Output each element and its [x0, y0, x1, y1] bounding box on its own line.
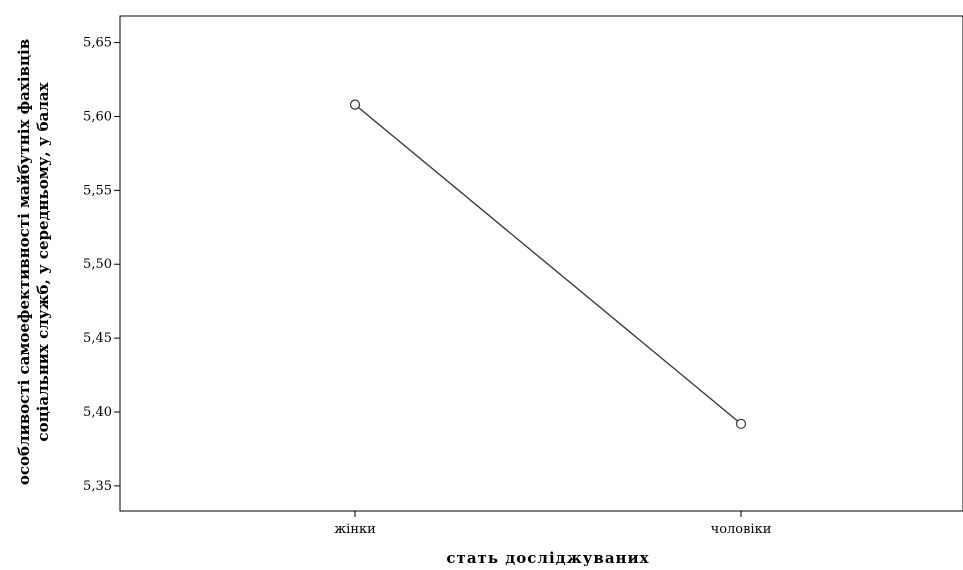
y-tick-label: 5,55: [83, 183, 112, 198]
x-tick-label: чоловіки: [711, 522, 772, 537]
data-point: [349, 99, 361, 110]
x-axis: жінки чоловіки: [334, 511, 771, 537]
x-axis-title: стать досліджуваних: [446, 549, 649, 567]
plot-frame: [119, 15, 963, 512]
y-tick-label: 5,50: [83, 257, 112, 272]
y-tick-label: 5,40: [83, 405, 112, 420]
series-group: [349, 99, 747, 429]
y-tick-label: 5,45: [83, 331, 112, 346]
y-tick-label: 5,35: [83, 479, 112, 494]
y-tick-label: 5,60: [83, 109, 112, 124]
x-tick-label: жінки: [334, 522, 376, 537]
y-axis: 5,35 5,40 5,45 5,50 5,55 5,60 5,65: [83, 36, 120, 494]
y-axis-title-line-2: соціальних служб, у середньому, у балах: [34, 81, 52, 441]
y-axis-title-line-1: особливості самоефективності майбутніх ф…: [15, 39, 33, 485]
y-axis-title: особливості самоефективності майбутніх ф…: [15, 39, 52, 485]
series-line: [354, 104, 742, 425]
data-point: [735, 418, 747, 429]
y-tick-label: 5,65: [83, 36, 112, 51]
